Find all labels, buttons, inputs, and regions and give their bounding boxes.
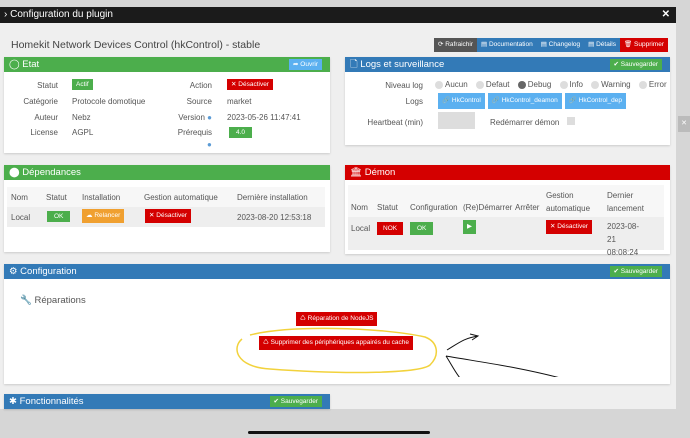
license-value: AGPL (72, 128, 94, 137)
license-label: License (30, 128, 58, 137)
log-deamon-button[interactable]: 🔗 HkControl_deamon (487, 93, 562, 109)
config-save-button[interactable]: ✔ Sauvegarder (609, 266, 662, 277)
radio-info[interactable] (559, 80, 568, 89)
plugin-title: Homekit Network Devices Control (hkContr… (11, 39, 261, 51)
statut-label: Statut (37, 81, 58, 90)
help-icon[interactable]: ● (207, 140, 212, 149)
file-icon: 🗋 (350, 59, 358, 70)
categorie-value: Protocole domotique (72, 97, 146, 106)
demon-config-badge: OK (410, 222, 434, 235)
changelog-button[interactable]: ▤ Changelog (536, 38, 585, 52)
open-button[interactable]: ➦ Ouvrir (289, 59, 322, 70)
details-button[interactable]: ▤ Détails (584, 38, 620, 52)
delete-button[interactable]: 🗑 Supprimer (619, 38, 668, 52)
modal-title: Configuration du plugin (10, 9, 113, 20)
puzzle-icon: ✱ (9, 396, 17, 407)
logs-header: 🗋 Logs et surveillance ✔ Sauvegarder (345, 57, 670, 72)
help-icon[interactable]: ● (207, 113, 212, 122)
demon-status-badge: NOK (377, 222, 404, 235)
deactivate-button[interactable]: ✕ Désactiver (227, 79, 273, 90)
etat-header: ◯ Etat ➦ Ouvrir (4, 57, 330, 72)
source-value: market (227, 97, 252, 106)
bank-icon: 🏛 (350, 167, 363, 178)
heartbeat-input[interactable] (438, 112, 475, 129)
demon-panel: 🏛 Démon Nom Statut Configuration (Re)Dém… (345, 165, 670, 257)
home-indicator (248, 431, 430, 434)
log-level-radios: Aucun Defaut Debug Info Warning Error (429, 80, 667, 89)
modal-header: › Configuration du plugin ✕ (0, 7, 676, 23)
log-hkcontrol-button[interactable]: 🔗 HkControl (438, 93, 485, 109)
logs-save-button[interactable]: ✔ Sauvegarder (609, 59, 662, 70)
demon-deactivate-button[interactable]: ✕ Désactiver (546, 220, 592, 234)
version-value: 2023-05-26 11:47:41 (227, 113, 301, 122)
configuration-header: ⚙ Configuration ✔ Sauvegarder (4, 264, 670, 279)
gears-icon: ⚙ (9, 266, 18, 277)
niveau-log-label: Niveau log (385, 81, 423, 90)
fonctionnalites-panel: ✱ Fonctionnalités ✔ Sauvegarder (4, 394, 330, 409)
reparations-heading: 🔧 Réparations (20, 295, 86, 306)
radio-aucun[interactable] (435, 80, 443, 89)
dep-deactivate-button[interactable]: ✕ Désactiver (145, 209, 191, 223)
plugin-config-modal: › Configuration du plugin ✕ Homekit Netw… (0, 7, 676, 409)
prerequis-badge: 4.0 (229, 127, 253, 138)
demon-table: Nom Statut Configuration (Re)Démarrer Ar… (348, 185, 664, 257)
source-label: Source (186, 97, 212, 106)
delete-cache-button[interactable]: ♺ Supprimer des périphériques appairés d… (259, 336, 414, 350)
heartbeat-label: Heartbeat (min) (367, 118, 423, 127)
restart-label: Redémarrer démon (490, 118, 560, 127)
log-dep-button[interactable]: 🔗 HkControl_dep (564, 93, 626, 109)
table-row: Local OK ☁ Relancer ✕ Désactiver 2023-08… (7, 207, 325, 227)
auteur-value: Nebz (72, 113, 91, 122)
restart-checkbox[interactable] (567, 117, 575, 125)
etat-panel: ◯ Etat ➦ Ouvrir Statut Actif Catégorie P… (4, 57, 330, 153)
wrench-icon: 🔧 (20, 295, 32, 306)
dependances-panel: ⬤ Dépendances Nom Statut Installation Ge… (4, 165, 330, 252)
demon-header: 🏛 Démon (345, 165, 670, 180)
circle-icon: ⬤ (9, 167, 20, 178)
version-label: Version (178, 113, 205, 122)
configuration-panel: ⚙ Configuration ✔ Sauvegarder 🔧 Réparati… (4, 264, 670, 384)
dependances-table: Nom Statut Installation Gestion automati… (7, 187, 325, 227)
radio-debug[interactable] (517, 80, 526, 89)
prerequis-label: Prérequis (177, 128, 212, 137)
play-icon[interactable]: ▶ (463, 220, 476, 234)
arrow-drawing (445, 333, 559, 377)
radio-defaut[interactable] (475, 80, 484, 89)
dep-status-badge: OK (47, 211, 71, 222)
fonctionnalites-header: ✱ Fonctionnalités ✔ Sauvegarder (4, 394, 330, 409)
dependances-header: ⬤ Dépendances (4, 165, 330, 180)
repair-nodejs-button[interactable]: ♺ Réparation de NodeJS (296, 312, 378, 326)
documentation-button[interactable]: ▤ Documentation (477, 38, 537, 52)
statut-badge: Actif (72, 79, 93, 90)
auteur-label: Auteur (34, 113, 58, 122)
power-icon: ◯ (9, 59, 20, 70)
close-icon[interactable]: ✕ (661, 9, 670, 20)
refresh-button[interactable]: ⟳ Rafraichir (433, 38, 478, 52)
side-close-button[interactable]: ✕ (678, 116, 690, 132)
table-row: Local NOK OK ▶ ✕ Désactiver 2023-08-21 0… (348, 217, 664, 257)
action-label: Action (189, 81, 212, 90)
logs-label: Logs (405, 97, 423, 106)
annotation-drawing (236, 327, 437, 374)
radio-error[interactable] (638, 80, 647, 89)
logs-panel: 🗋 Logs et surveillance ✔ Sauvegarder Niv… (345, 57, 670, 145)
categorie-label: Catégorie (23, 97, 58, 106)
toolbar: ⟳ Rafraichir ▤ Documentation ▤ Changelog… (433, 38, 668, 52)
radio-warning[interactable] (591, 80, 600, 89)
fonct-save-button[interactable]: ✔ Sauvegarder (269, 396, 322, 407)
relancer-button[interactable]: ☁ Relancer (82, 209, 125, 223)
